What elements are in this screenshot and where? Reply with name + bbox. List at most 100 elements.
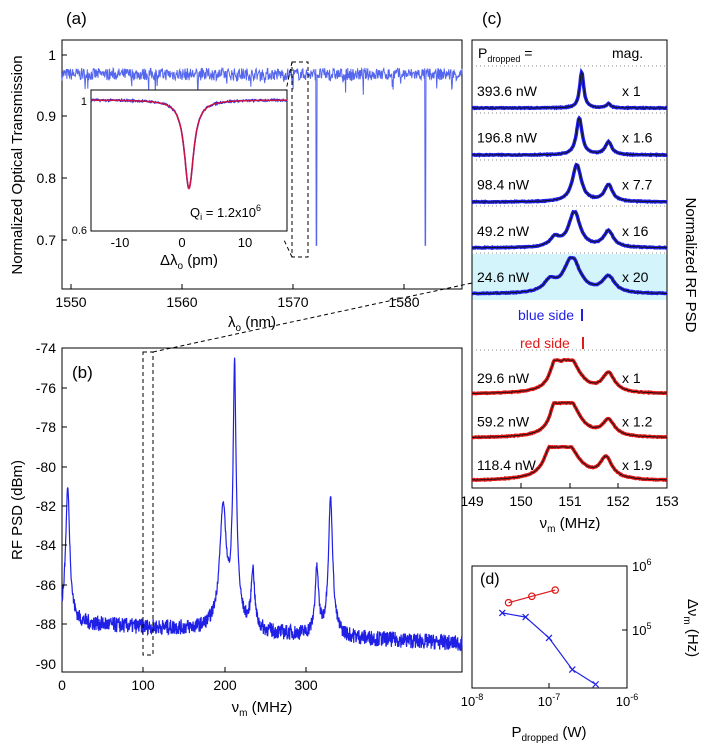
panel-b-tick-marks xyxy=(62,387,307,672)
panel-c-tick-marks xyxy=(520,483,619,488)
y-tick-label: 106 xyxy=(632,557,651,574)
x-tick-label: 10-7 xyxy=(538,692,560,709)
panel-a-inset: -10 0 10 0.6 1 Qi = 1.2x106 Δλo (pm) xyxy=(72,89,288,272)
y-tick-label: -78 xyxy=(36,419,56,435)
panel-b-label: (b) xyxy=(72,363,93,382)
panel-a-tick-marks xyxy=(62,54,405,289)
blue-side-label: blue side xyxy=(518,307,574,323)
blue-side-marker xyxy=(568,666,576,674)
psd-fit-line xyxy=(471,446,668,481)
x-tick-label: 1560 xyxy=(166,294,197,310)
y-tick-label: 105 xyxy=(632,621,651,638)
x-tick-label: 150 xyxy=(509,493,533,509)
panel-a-transmission-trace xyxy=(61,66,463,246)
inset-y-tick: 0.6 xyxy=(72,225,87,237)
panel-b-x-ticks: 0 100 200 300 xyxy=(58,677,318,693)
y-tick-label: -76 xyxy=(36,380,56,396)
y-tick-label: -90 xyxy=(36,656,56,672)
inset-fit-trace xyxy=(91,99,287,190)
x-tick-label: 152 xyxy=(606,493,630,509)
psd-fit-line xyxy=(471,211,668,249)
panel-c-x-ticks: 149 150 151 152 153 xyxy=(460,493,679,509)
blue-side-linewidth-line xyxy=(502,612,596,685)
panel-c-separators xyxy=(472,65,667,351)
panel-c: (c) Pdropped = mag. 393.6 nW x 1 196.8 nW x… xyxy=(460,9,699,535)
psd-fit-line xyxy=(471,164,667,203)
x-tick-label: 100 xyxy=(131,677,155,693)
y-tick-label: 0.8 xyxy=(37,170,57,186)
trace-power-label: 118.4 nW xyxy=(477,457,537,473)
panel-c-traces xyxy=(471,67,669,483)
panel-a-y-ticks: 0.7 0.8 0.9 1 xyxy=(37,47,57,248)
mechanical-peak-zoom-box xyxy=(142,351,154,656)
x-tick-label: 10-6 xyxy=(616,692,638,709)
trace-power-label: 24.6 nW xyxy=(477,269,530,285)
trace-magnification-label: x 16 xyxy=(622,223,649,239)
panel-a: (a) 1550 1560 1570 1580 0.7 0.8 0.9 1 λo… xyxy=(9,9,463,334)
psd-fit-line xyxy=(471,359,668,395)
y-tick-label: 0.9 xyxy=(37,108,57,124)
trace-magnification-label: x 1 xyxy=(622,83,641,99)
zoom-connector-to-c xyxy=(152,282,473,353)
x-tick-label: 1570 xyxy=(277,294,308,310)
panel-d-y-axis-label: Δνm (Hz) xyxy=(681,599,701,657)
trace-magnification-label: x 1.2 xyxy=(622,414,653,430)
trace-magnification-label: x 1.6 xyxy=(622,130,653,146)
x-tick-label: 200 xyxy=(213,677,237,693)
x-tick-label: 300 xyxy=(294,677,318,693)
panel-c-label: (c) xyxy=(482,9,502,28)
panel-c-x-axis-label: νm (MHz) xyxy=(540,515,601,535)
panel-b: (b) 0 100 200 300 -74 -76 -78 -80 -82 -8… xyxy=(9,282,473,719)
blue-side-marker xyxy=(522,613,530,621)
trace-magnification-label: x 7.7 xyxy=(622,177,653,193)
panel-a-axes xyxy=(61,39,463,290)
inset-x-tick: 0 xyxy=(178,235,185,250)
psd-fit-line xyxy=(471,402,668,439)
inset-y-tick: 1 xyxy=(81,96,87,108)
y-tick-label: -88 xyxy=(36,616,56,632)
inset-x-tick: -10 xyxy=(111,235,130,250)
panel-d: (d) 10-8 10-7 10-6 105 106 Pdropped (W) … xyxy=(461,557,701,744)
blue-side-marker xyxy=(498,609,506,617)
red-side-marker xyxy=(551,586,559,594)
panel-c-header: Pdropped = xyxy=(478,45,532,64)
x-tick-label: 149 xyxy=(460,493,484,509)
panel-d-tick-marks xyxy=(548,629,627,688)
x-tick-label: 153 xyxy=(655,493,679,509)
trace-power-label: 59.2 nW xyxy=(477,414,530,430)
resonance-zoom-box xyxy=(291,61,309,258)
panel-b-rf-psd-trace xyxy=(61,357,463,652)
trace-magnification-label: x 1 xyxy=(622,370,641,386)
red-side-linewidth-line xyxy=(508,589,556,604)
psd-fit-line xyxy=(472,117,668,156)
x-tick-label: 10-8 xyxy=(461,692,483,709)
panel-d-label: (d) xyxy=(480,571,500,588)
psd-fit-line xyxy=(471,257,668,295)
x-tick-label: 151 xyxy=(558,493,582,509)
inset-x-tick: 10 xyxy=(238,235,252,250)
red-side-label: red side xyxy=(520,335,570,351)
trace-power-label: 98.4 nW xyxy=(477,177,530,193)
x-tick-label: 0 xyxy=(58,677,66,693)
trace-magnification-label: x 1.9 xyxy=(622,457,653,473)
x-tick-label: 1580 xyxy=(388,294,419,310)
red-side-marker xyxy=(504,598,513,607)
inset-q-annotation: Qi = 1.2x106 xyxy=(190,203,261,222)
y-tick-label: -74 xyxy=(36,340,56,356)
trace-magnification-label: x 20 xyxy=(622,269,649,285)
trace-power-label: 49.2 nW xyxy=(477,223,530,239)
panel-a-x-ticks: 1550 1560 1570 1580 xyxy=(55,294,419,310)
trace-power-label: 196.8 nW xyxy=(477,130,538,146)
trace-power-label: 29.6 nW xyxy=(477,370,530,386)
panel-b-axes xyxy=(61,347,463,673)
panel-a-label: (a) xyxy=(66,9,87,28)
inset-x-axis-label: Δλo (pm) xyxy=(160,252,218,272)
y-tick-label: -84 xyxy=(36,537,56,553)
y-tick-label: -82 xyxy=(36,498,56,514)
y-tick-label: 1 xyxy=(48,47,56,63)
panel-c-y-axis-label: Normalized RF PSD xyxy=(682,197,699,332)
y-tick-label: 0.7 xyxy=(37,232,57,248)
panel-b-x-axis-label: νm (MHz) xyxy=(232,699,293,719)
trace-power-label: 393.6 nW xyxy=(477,83,538,99)
